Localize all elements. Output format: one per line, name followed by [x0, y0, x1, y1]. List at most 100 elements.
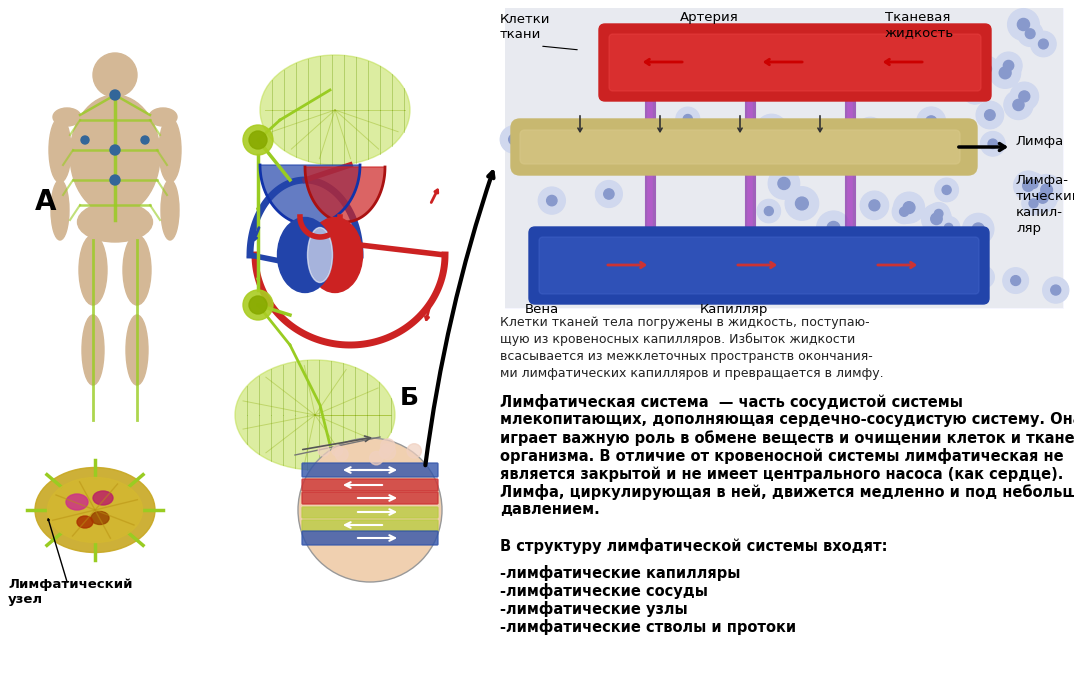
Circle shape: [249, 296, 267, 314]
Circle shape: [378, 443, 392, 456]
Circle shape: [1026, 29, 1035, 38]
Circle shape: [985, 110, 996, 120]
Text: является закрытой и не имеет центрального насоса (как сердце).: является закрытой и не имеет центральног…: [500, 466, 1063, 481]
FancyBboxPatch shape: [539, 237, 979, 294]
Circle shape: [934, 178, 958, 202]
Circle shape: [249, 131, 267, 149]
Circle shape: [1041, 184, 1053, 196]
Ellipse shape: [93, 491, 113, 505]
Ellipse shape: [91, 511, 108, 524]
Circle shape: [785, 186, 818, 220]
Text: Лимфа: Лимфа: [1016, 135, 1064, 147]
Ellipse shape: [77, 516, 93, 528]
Circle shape: [676, 107, 700, 131]
Circle shape: [509, 134, 519, 145]
Circle shape: [903, 202, 915, 213]
Circle shape: [827, 221, 840, 234]
Circle shape: [900, 207, 909, 216]
Ellipse shape: [53, 108, 81, 126]
FancyBboxPatch shape: [302, 492, 438, 504]
Circle shape: [856, 117, 884, 145]
Ellipse shape: [70, 95, 160, 215]
Circle shape: [404, 448, 419, 462]
Circle shape: [941, 126, 970, 155]
Text: Б: Б: [400, 386, 419, 410]
Ellipse shape: [307, 217, 363, 293]
Circle shape: [962, 79, 987, 104]
Circle shape: [1029, 180, 1037, 188]
Text: Клетки тканей тела погружены в жидкость, поступаю-
щую из кровеносных капилляров: Клетки тканей тела погружены в жидкость,…: [500, 316, 884, 380]
Circle shape: [938, 217, 960, 239]
Circle shape: [981, 131, 1005, 156]
Circle shape: [1004, 90, 1033, 120]
Circle shape: [796, 197, 809, 210]
Ellipse shape: [47, 478, 143, 542]
Circle shape: [317, 448, 329, 460]
Text: Лимфа, циркулирующая в ней, движется медленно и под небольшим: Лимфа, циркулирующая в ней, движется мед…: [500, 484, 1074, 500]
Circle shape: [995, 52, 1022, 79]
Circle shape: [1031, 174, 1062, 205]
Circle shape: [894, 192, 925, 223]
Ellipse shape: [77, 202, 153, 242]
FancyBboxPatch shape: [520, 130, 960, 164]
Circle shape: [314, 450, 328, 463]
Circle shape: [500, 126, 527, 153]
Circle shape: [999, 67, 1011, 79]
Circle shape: [1011, 276, 1020, 285]
Text: Вена: Вена: [525, 303, 560, 316]
Text: организма. В отличие от кровеносной системы лимфатическая не: организма. В отличие от кровеносной сист…: [500, 448, 1063, 464]
Circle shape: [766, 124, 778, 137]
Circle shape: [979, 273, 987, 281]
Circle shape: [110, 175, 120, 185]
Text: -лимфатические капилляры: -лимфатические капилляры: [500, 565, 740, 581]
Circle shape: [926, 116, 937, 127]
FancyBboxPatch shape: [609, 34, 981, 91]
Ellipse shape: [235, 360, 395, 470]
Ellipse shape: [149, 108, 177, 126]
Circle shape: [538, 187, 565, 214]
Circle shape: [243, 125, 273, 155]
FancyBboxPatch shape: [302, 507, 438, 518]
Circle shape: [1021, 192, 1045, 215]
Circle shape: [141, 136, 149, 144]
Circle shape: [970, 87, 979, 96]
Circle shape: [319, 452, 331, 464]
Circle shape: [974, 56, 1000, 81]
Circle shape: [869, 200, 880, 211]
Circle shape: [81, 136, 89, 144]
Ellipse shape: [82, 315, 104, 385]
Circle shape: [683, 114, 693, 124]
Circle shape: [604, 189, 614, 199]
Text: -лимфатические узлы: -лимфатические узлы: [500, 601, 687, 617]
Ellipse shape: [66, 494, 88, 510]
Bar: [108, 95, 122, 111]
Text: Лимфатическая система  — часть сосудистой системы: Лимфатическая система — часть сосудистой…: [500, 394, 963, 410]
Ellipse shape: [124, 235, 151, 305]
Text: Клетки
ткани: Клетки ткани: [500, 13, 551, 41]
FancyBboxPatch shape: [302, 463, 438, 477]
Circle shape: [595, 180, 623, 207]
Circle shape: [1014, 171, 1043, 201]
Circle shape: [989, 57, 1020, 88]
Circle shape: [547, 195, 557, 206]
Circle shape: [1019, 91, 1030, 102]
FancyBboxPatch shape: [511, 119, 977, 175]
Ellipse shape: [50, 180, 69, 240]
Polygon shape: [260, 165, 360, 225]
Circle shape: [768, 168, 800, 199]
Polygon shape: [305, 167, 384, 222]
Circle shape: [1043, 277, 1069, 303]
Circle shape: [1003, 268, 1029, 293]
Ellipse shape: [277, 217, 333, 293]
Text: играет важную роль в обмене веществ и очищении клеток и тканей: играет важную роль в обмене веществ и оч…: [500, 430, 1074, 446]
FancyBboxPatch shape: [302, 531, 438, 545]
Circle shape: [1007, 9, 1040, 40]
Circle shape: [942, 186, 952, 194]
Circle shape: [1022, 173, 1045, 195]
Ellipse shape: [79, 235, 107, 305]
Circle shape: [982, 64, 991, 73]
Ellipse shape: [307, 227, 333, 283]
Circle shape: [1013, 100, 1024, 110]
Circle shape: [756, 114, 787, 146]
Circle shape: [976, 101, 1004, 129]
